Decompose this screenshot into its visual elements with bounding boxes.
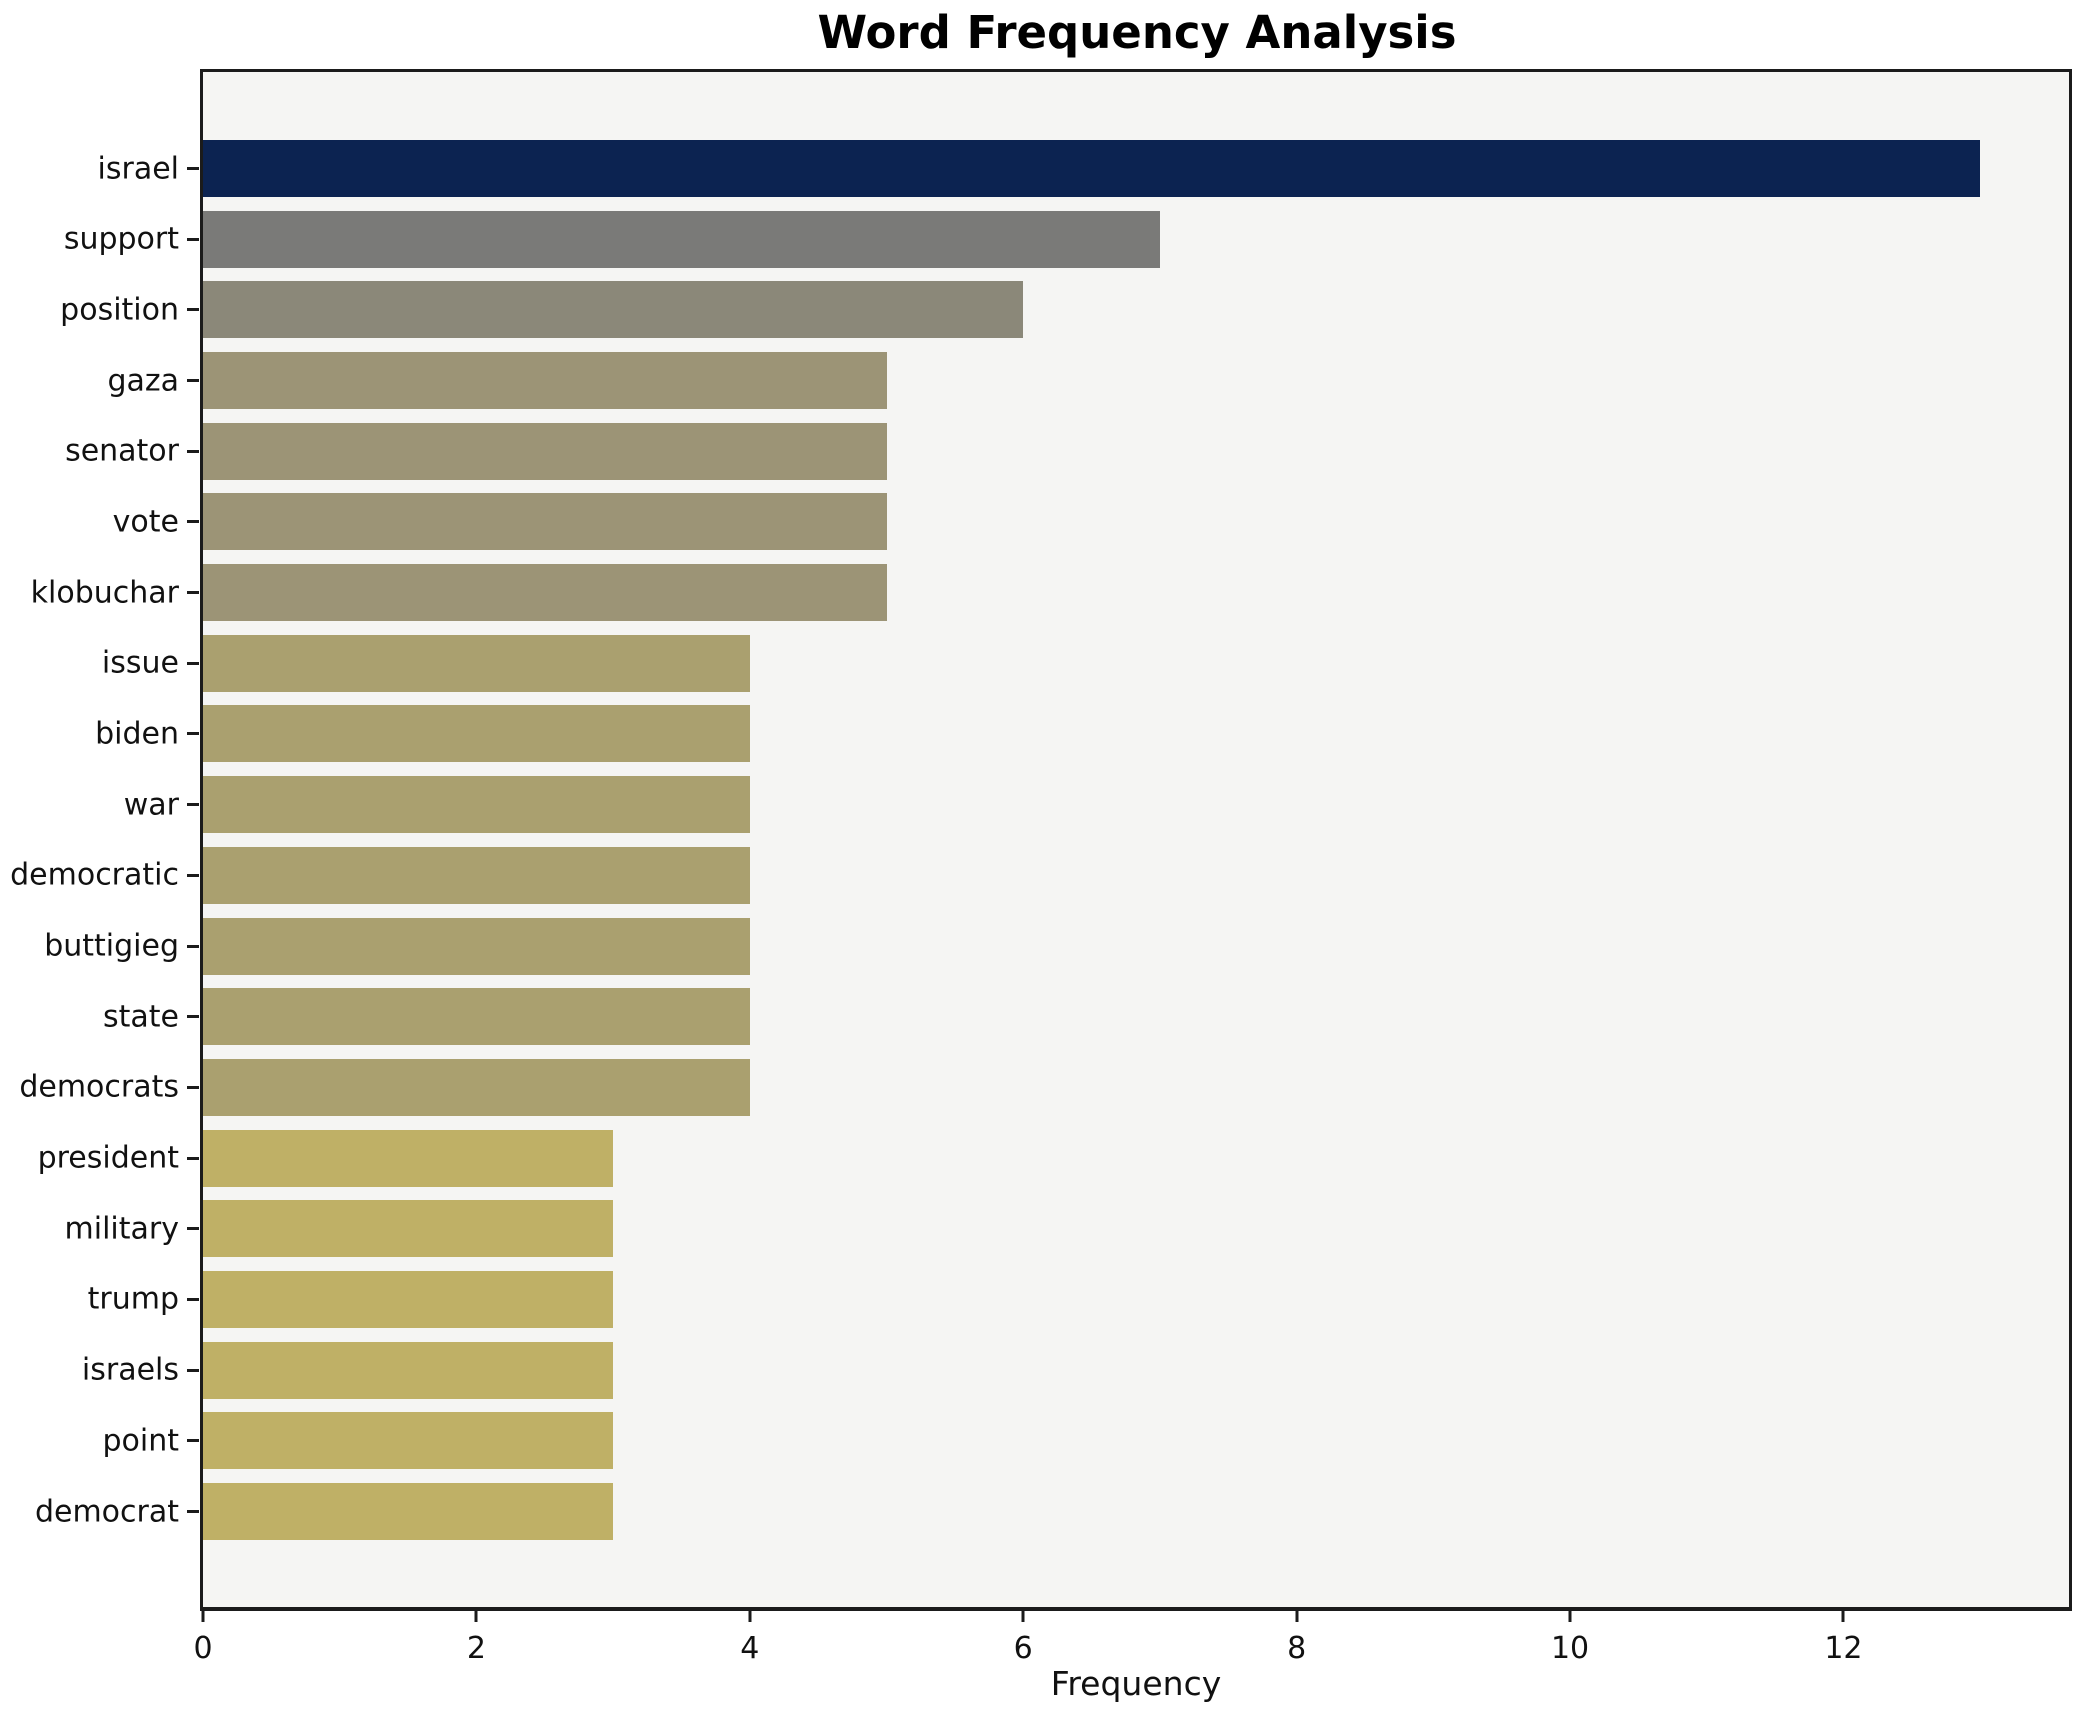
y-tick-label: war <box>123 787 179 823</box>
x-tick-mark <box>1568 1611 1572 1622</box>
bar-row: senator <box>65 422 2069 480</box>
y-tick-label: support <box>63 221 179 257</box>
bar-war <box>203 776 750 834</box>
y-tick-label: israels <box>81 1352 179 1388</box>
chart-title: Word Frequency Analysis <box>817 6 1457 59</box>
bar-senator <box>203 422 887 480</box>
bar-row: gaza <box>107 352 2069 410</box>
bar-row: position <box>60 281 2069 339</box>
bar-buttigieg <box>203 917 750 975</box>
bar-row: democrat <box>35 1483 2069 1540</box>
bar-support <box>203 210 1160 268</box>
x-tick-label: 2 <box>466 1631 486 1666</box>
y-tick-mark <box>187 167 199 170</box>
y-tick-label: gaza <box>107 363 179 399</box>
bar-row: democrats <box>19 1058 2069 1116</box>
x-tick-mark <box>474 1611 478 1622</box>
bar-row: klobuchar <box>31 564 2069 622</box>
bar-israel <box>203 140 1981 197</box>
bar-row: military <box>65 1200 2069 1258</box>
y-tick-mark <box>187 1439 199 1443</box>
x-tick-label: 10 <box>1550 1631 1590 1666</box>
x-tick-label: 8 <box>1287 1631 1307 1666</box>
y-tick-label: issue <box>101 645 179 681</box>
y-tick-label: vote <box>112 504 179 540</box>
x-tick-label: 4 <box>740 1631 760 1666</box>
bar-state <box>203 988 750 1046</box>
y-tick-label: democrats <box>19 1069 179 1105</box>
bar-trump <box>203 1270 614 1328</box>
x-tick-mark <box>1295 1611 1299 1622</box>
y-tick-label: biden <box>95 716 179 752</box>
y-tick-mark <box>187 1085 199 1089</box>
y-tick-mark <box>187 591 199 595</box>
x-tick-mark <box>201 1611 205 1622</box>
y-tick-label: buttigieg <box>44 928 179 964</box>
x-tick-mark <box>748 1611 752 1622</box>
y-tick-label: president <box>37 1140 179 1176</box>
y-tick-label: point <box>102 1423 179 1459</box>
bar-row: point <box>102 1412 2069 1470</box>
x-tick-mark <box>1021 1611 1025 1622</box>
x-axis-label: Frequency <box>1050 1664 1222 1703</box>
y-tick-mark <box>187 873 199 877</box>
bar-row: war <box>124 776 2069 834</box>
y-tick-label: klobuchar <box>30 575 179 611</box>
x-tick-label: 0 <box>193 1631 213 1666</box>
y-tick-mark <box>187 1297 199 1301</box>
y-tick-label: democrat <box>34 1494 179 1529</box>
bar-row: issue <box>102 634 2069 692</box>
y-tick-mark <box>187 520 199 524</box>
bar-row: president <box>38 1129 2069 1187</box>
bar-democrat <box>203 1483 614 1540</box>
y-tick-label: position <box>60 292 179 328</box>
bar-row: support <box>64 210 2069 268</box>
bar-point <box>203 1412 614 1470</box>
y-tick-label: state <box>103 999 179 1035</box>
bar-row: state <box>103 988 2069 1046</box>
y-tick-mark <box>187 803 199 807</box>
bar-klobuchar <box>203 564 887 622</box>
y-tick-mark <box>187 1227 199 1231</box>
bar-democratic <box>203 846 750 904</box>
bar-row: vote <box>113 493 2069 551</box>
bar-issue <box>203 634 750 692</box>
y-tick-label: trump <box>87 1281 179 1317</box>
y-tick-mark <box>187 1510 199 1513</box>
plot-area: israel support position gaza senator vote klob… <box>10 69 2072 1666</box>
y-tick-mark <box>187 308 199 312</box>
y-tick-label: democratic <box>10 857 179 893</box>
bar-democrats <box>203 1058 750 1116</box>
bar-row: biden <box>95 705 2069 763</box>
bar-row: israels <box>82 1341 2069 1399</box>
bar-position <box>203 281 1024 339</box>
bar-row: democratic <box>10 846 2069 904</box>
y-tick-label: israel <box>97 151 179 186</box>
bar-row: buttigieg <box>44 917 2069 975</box>
bar-row: israel <box>98 140 2069 197</box>
y-tick-mark <box>187 237 199 241</box>
y-tick-mark <box>187 732 199 736</box>
bar-gaza <box>203 352 887 410</box>
y-tick-mark <box>187 944 199 948</box>
y-tick-mark <box>187 1015 199 1019</box>
bar-row: trump <box>88 1270 2069 1328</box>
y-tick-label: senator <box>65 433 179 469</box>
y-tick-mark <box>187 379 199 383</box>
bar-president <box>203 1129 614 1187</box>
bar-vote <box>203 493 887 551</box>
bar-israels <box>203 1341 614 1399</box>
y-tick-mark <box>187 661 199 665</box>
y-tick-mark <box>187 449 199 453</box>
y-tick-label: military <box>64 1211 179 1247</box>
y-tick-mark <box>187 1368 199 1372</box>
x-tick-mark <box>1841 1611 1845 1622</box>
x-tick-label: 6 <box>1013 1631 1033 1666</box>
y-tick-mark <box>187 1156 199 1160</box>
x-tick-label: 12 <box>1824 1631 1863 1666</box>
bar-biden <box>203 705 750 763</box>
bar-military <box>203 1200 614 1258</box>
